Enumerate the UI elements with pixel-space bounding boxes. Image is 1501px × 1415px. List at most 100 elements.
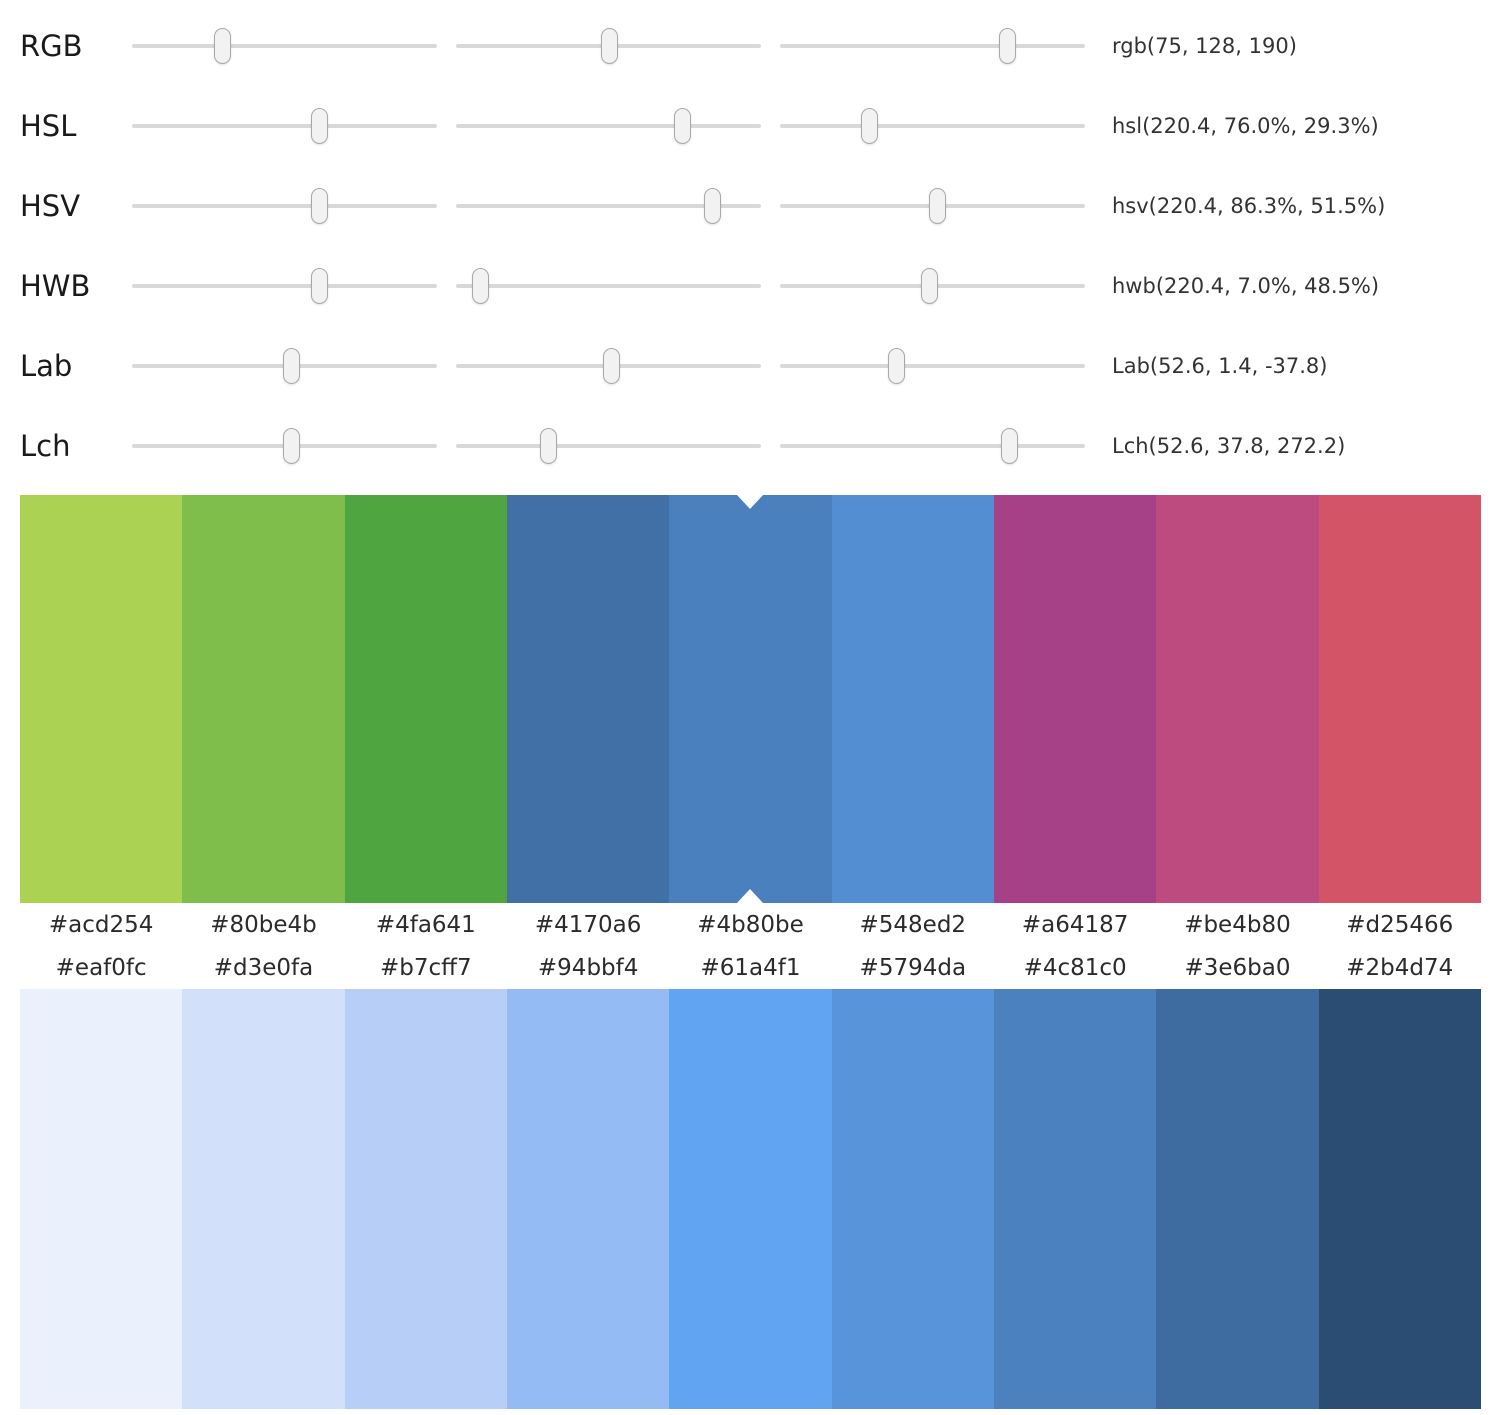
shade-cell: #5794da — [831, 947, 994, 1409]
lch-hue-slider-track[interactable] — [780, 428, 1085, 464]
shade-swatch[interactable] — [182, 989, 345, 1409]
palette-swatch[interactable] — [831, 495, 994, 903]
shade-swatch[interactable] — [993, 989, 1157, 1409]
hsl-value-text: hsl(220.4, 76.0%, 29.3%) — [1112, 114, 1379, 138]
palette-swatch[interactable] — [182, 495, 345, 903]
shade-cell: #d3e0fa — [182, 947, 345, 1409]
palette-cell: #d25466 — [1318, 495, 1481, 947]
shade-hex-label: #61a4f1 — [700, 955, 801, 981]
slider-handle[interactable] — [539, 428, 557, 464]
slider-handle[interactable] — [929, 188, 947, 224]
slider-handle[interactable] — [282, 348, 300, 384]
shade-swatch[interactable] — [506, 989, 670, 1409]
selected-marker-bottom-icon — [737, 889, 764, 903]
palette-cell: #4fa641 — [344, 495, 507, 947]
palette-swatch[interactable] — [1156, 495, 1319, 903]
palette-hex-label: #acd254 — [48, 912, 154, 938]
palette-swatch[interactable] — [1318, 495, 1481, 903]
slider-row-hwb: HWB hwb(220.4, 7.0%, 48.5%) — [0, 246, 1501, 326]
slider-handle[interactable] — [310, 268, 328, 304]
palette-cell: #548ed2 — [831, 495, 994, 947]
color-model-label: HSL — [20, 109, 77, 143]
shade-swatch[interactable] — [831, 989, 994, 1409]
hsl-lightness-slider-track[interactable] — [780, 108, 1085, 144]
slider-track-group — [132, 428, 1085, 464]
shade-cell: #eaf0fc — [20, 947, 183, 1409]
shade-swatch[interactable] — [669, 989, 832, 1409]
hwb-blackness-slider-track[interactable] — [780, 268, 1085, 304]
palette-hex-label: #548ed2 — [859, 912, 967, 938]
palette-cell: #a64187 — [993, 495, 1157, 947]
slider-handle[interactable] — [310, 108, 328, 144]
hsv-saturation-slider-track[interactable] — [456, 188, 761, 224]
shade-cell: #94bbf4 — [506, 947, 670, 1409]
rgb-green-slider-track[interactable] — [456, 28, 761, 64]
slider-handle[interactable] — [472, 268, 490, 304]
slider-track-group — [132, 108, 1085, 144]
palette-hex-label: #80be4b — [210, 912, 317, 938]
hwb-hue-slider-track[interactable] — [132, 268, 437, 304]
color-model-label: RGB — [20, 29, 83, 63]
lch-chroma-slider-track[interactable] — [456, 428, 761, 464]
hsl-saturation-slider-track[interactable] — [456, 108, 761, 144]
lab-b-slider-track[interactable] — [780, 348, 1085, 384]
palette-cell: #acd254 — [20, 495, 183, 947]
palette-swatch-selected[interactable] — [669, 495, 832, 903]
palette-cell-selected: #4b80be — [669, 495, 832, 947]
slider-track-group — [132, 188, 1085, 224]
shade-cell: #2b4d74 — [1318, 947, 1481, 1409]
shade-hex-label: #d3e0fa — [213, 955, 314, 981]
palette-swatch[interactable] — [20, 495, 183, 903]
slider-handle[interactable] — [921, 268, 939, 304]
slider-handle[interactable] — [213, 28, 231, 64]
palette-hex-label: #d25466 — [1346, 912, 1454, 938]
slider-handle[interactable] — [601, 28, 619, 64]
palette-swatch[interactable] — [506, 495, 670, 903]
shade-hex-label: #2b4d74 — [1346, 955, 1454, 981]
hwb-whiteness-slider-track[interactable] — [456, 268, 761, 304]
shade-swatch[interactable] — [1318, 989, 1481, 1409]
slider-handle[interactable] — [673, 108, 691, 144]
slider-track-group — [132, 348, 1085, 384]
lab-l-slider-track[interactable] — [132, 348, 437, 384]
slider-section: RGB rgb(75, 128, 190) HSL hsl(220.4, 76.… — [0, 0, 1501, 486]
palette-hex-label: #a64187 — [1021, 912, 1129, 938]
hsv-hue-slider-track[interactable] — [132, 188, 437, 224]
shade-hex-label: #94bbf4 — [537, 955, 639, 981]
shade-cell: #4c81c0 — [993, 947, 1157, 1409]
shade-swatch[interactable] — [1156, 989, 1319, 1409]
hue-palette-strip: #acd254 #80be4b #4fa641 #4170a6 #4b80be … — [20, 495, 1481, 947]
color-model-label: HSV — [20, 189, 81, 223]
slider-row-rgb: RGB rgb(75, 128, 190) — [0, 6, 1501, 86]
palette-swatch[interactable] — [993, 495, 1157, 903]
shade-swatch[interactable] — [344, 989, 507, 1409]
slider-row-lab: Lab Lab(52.6, 1.4, -37.8) — [0, 326, 1501, 406]
rgb-red-slider-track[interactable] — [132, 28, 437, 64]
lab-a-slider-track[interactable] — [456, 348, 761, 384]
palette-hex-label: #be4b80 — [1184, 912, 1291, 938]
palette-cell: #be4b80 — [1156, 495, 1319, 947]
color-model-label: Lch — [20, 429, 71, 463]
slider-handle[interactable] — [704, 188, 722, 224]
lab-value-text: Lab(52.6, 1.4, -37.8) — [1112, 354, 1328, 378]
hsl-hue-slider-track[interactable] — [132, 108, 437, 144]
slider-handle[interactable] — [1001, 428, 1019, 464]
shade-hex-label: #3e6ba0 — [1184, 955, 1291, 981]
hwb-value-text: hwb(220.4, 7.0%, 48.5%) — [1112, 274, 1380, 298]
lch-l-slider-track[interactable] — [132, 428, 437, 464]
hsv-value-slider-track[interactable] — [780, 188, 1085, 224]
slider-handle[interactable] — [602, 348, 620, 384]
shade-hex-label: #4c81c0 — [1023, 955, 1127, 981]
slider-handle[interactable] — [282, 428, 300, 464]
slider-handle[interactable] — [310, 188, 328, 224]
slider-handle[interactable] — [999, 28, 1017, 64]
slider-row-lch: Lch Lch(52.6, 37.8, 272.2) — [0, 406, 1501, 486]
slider-handle[interactable] — [861, 108, 879, 144]
rgb-blue-slider-track[interactable] — [780, 28, 1085, 64]
slider-handle[interactable] — [887, 348, 905, 384]
palette-swatch[interactable] — [344, 495, 507, 903]
shade-hex-label: #b7cff7 — [380, 955, 472, 981]
shade-swatch[interactable] — [20, 989, 183, 1409]
palette-hex-label: #4170a6 — [534, 912, 642, 938]
slider-row-hsl: HSL hsl(220.4, 76.0%, 29.3%) — [0, 86, 1501, 166]
